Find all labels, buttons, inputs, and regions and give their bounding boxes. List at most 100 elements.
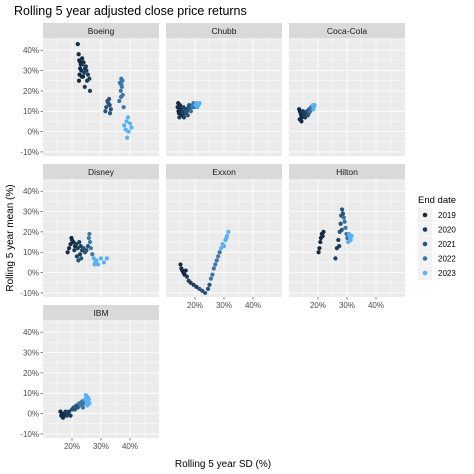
data-point xyxy=(177,115,182,120)
data-point xyxy=(125,115,131,120)
legend-swatch xyxy=(422,227,428,232)
x-axis-title: Rolling 5 year SD (%) xyxy=(175,459,271,470)
facet-strip xyxy=(166,23,282,38)
y-tick-label: 40% xyxy=(23,187,39,196)
data-point xyxy=(349,233,354,239)
data-point xyxy=(184,111,189,116)
legend-swatch xyxy=(422,212,428,218)
data-point xyxy=(103,109,108,114)
data-point xyxy=(343,225,348,230)
y-tick-label: 20% xyxy=(23,228,39,237)
data-point xyxy=(211,266,216,271)
data-point xyxy=(337,244,342,249)
data-point xyxy=(311,107,316,112)
data-point xyxy=(83,64,89,69)
facet-exxon: Exxon 20% 30% 40% xyxy=(166,164,282,310)
data-point xyxy=(84,68,89,73)
data-point xyxy=(88,246,93,251)
y-tick-label: 0% xyxy=(27,410,39,419)
data-point xyxy=(226,229,231,234)
data-point xyxy=(79,74,84,79)
data-point xyxy=(118,88,123,93)
data-point xyxy=(82,84,87,89)
data-point xyxy=(85,403,90,408)
y-tick-label: 30% xyxy=(23,208,39,217)
y-tick-label: 10% xyxy=(23,248,39,257)
data-point xyxy=(124,119,129,124)
x-tick-label: 40% xyxy=(368,301,384,310)
y-tick-label: 20% xyxy=(23,369,39,378)
y-tick-label: 0% xyxy=(27,128,39,137)
data-point xyxy=(69,235,74,241)
data-point xyxy=(80,56,85,61)
facet-coca-cola: Coca-Cola xyxy=(289,23,405,156)
data-point xyxy=(336,237,341,243)
legend-item-2019: 2019 xyxy=(418,208,456,222)
data-point xyxy=(85,72,91,77)
data-point xyxy=(312,103,317,108)
data-point xyxy=(127,121,133,126)
data-point xyxy=(94,258,99,263)
data-point xyxy=(84,248,89,253)
data-point xyxy=(104,105,109,110)
data-point xyxy=(340,211,346,216)
y-tick-label: 0% xyxy=(27,269,39,278)
data-point xyxy=(126,129,131,134)
facet-strip-label: Exxon xyxy=(212,167,236,177)
data-point xyxy=(317,246,322,251)
x-tick-label: 20% xyxy=(187,301,203,310)
facet-boeing: Boeing -10% 0% 10% 20% 30% 40% xyxy=(20,23,159,157)
legend: End date 2019 2020 2021 2022 2023 xyxy=(418,195,456,280)
x-tick-label: 40% xyxy=(122,442,138,451)
data-point xyxy=(106,101,111,106)
data-point xyxy=(318,239,323,245)
x-tick-label: 30% xyxy=(216,301,232,310)
data-point xyxy=(121,105,126,110)
data-point xyxy=(221,244,227,249)
facet-chubb: Chubb xyxy=(166,23,282,156)
data-point xyxy=(320,233,325,239)
data-point xyxy=(338,221,343,226)
data-point xyxy=(80,405,86,410)
legend-swatch xyxy=(422,270,428,276)
data-point xyxy=(107,96,112,102)
data-point xyxy=(203,290,208,296)
legend-item-2022: 2022 xyxy=(418,251,456,266)
legend-label: 2019 xyxy=(438,211,456,220)
data-point xyxy=(65,250,70,255)
legend-label: 2020 xyxy=(438,226,456,235)
data-point xyxy=(104,256,109,261)
data-point xyxy=(299,119,304,124)
data-point xyxy=(321,229,326,234)
facet-strip-label: Chubb xyxy=(211,26,236,36)
data-point xyxy=(188,109,194,114)
data-point xyxy=(98,256,104,261)
y-tick-label: 10% xyxy=(23,107,39,116)
data-point xyxy=(125,135,130,140)
data-point xyxy=(84,78,90,83)
data-point xyxy=(79,256,84,261)
data-point xyxy=(205,286,211,291)
data-point xyxy=(86,235,91,241)
data-point xyxy=(118,94,124,100)
data-point xyxy=(78,60,83,65)
legend-item-2021: 2021 xyxy=(418,237,456,251)
y-tick-label: -10% xyxy=(20,430,39,439)
data-point xyxy=(108,107,113,112)
y-tick-label: -10% xyxy=(20,289,39,298)
data-point xyxy=(339,207,345,212)
data-point xyxy=(77,239,82,245)
legend-label: 2021 xyxy=(438,240,456,249)
facets-layer: Boeing -10% 0% 10% 20% 30% 40% Chubb Coca-Cola Di… xyxy=(20,23,405,451)
data-point xyxy=(101,260,106,265)
facet-hilton: Hilton 20% 30% 40% xyxy=(289,164,405,310)
data-point xyxy=(86,397,91,402)
data-point xyxy=(92,262,97,267)
data-point xyxy=(120,78,125,83)
y-tick-label: -10% xyxy=(20,148,39,157)
y-tick-label: 20% xyxy=(23,87,39,96)
data-point xyxy=(122,123,127,128)
data-point xyxy=(117,98,122,104)
data-point xyxy=(217,250,222,255)
